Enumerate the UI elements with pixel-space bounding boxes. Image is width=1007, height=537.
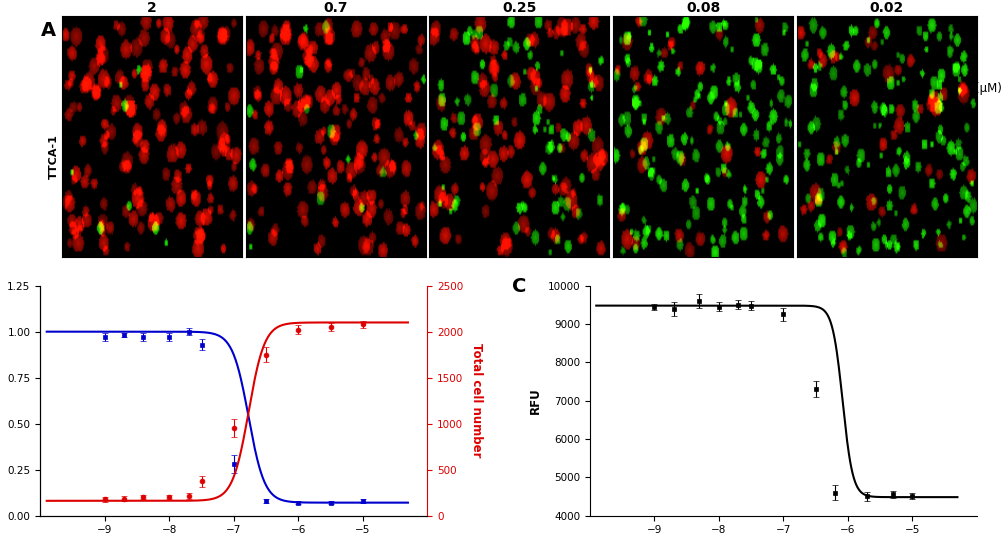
Title: 2: 2 bbox=[147, 1, 157, 15]
Title: 0.08: 0.08 bbox=[686, 1, 720, 15]
Title: 0.7: 0.7 bbox=[323, 1, 348, 15]
Text: A: A bbox=[41, 21, 56, 40]
Text: (μM): (μM) bbox=[975, 82, 1002, 95]
Title: 0.25: 0.25 bbox=[502, 1, 537, 15]
Y-axis label: Total cell number: Total cell number bbox=[469, 343, 482, 458]
Y-axis label: % of infection: % of infection bbox=[0, 354, 2, 447]
Text: TTCA-1: TTCA-1 bbox=[48, 134, 58, 178]
Y-axis label: RFU: RFU bbox=[529, 387, 542, 414]
Title: 0.02: 0.02 bbox=[870, 1, 904, 15]
Text: C: C bbox=[513, 277, 527, 295]
